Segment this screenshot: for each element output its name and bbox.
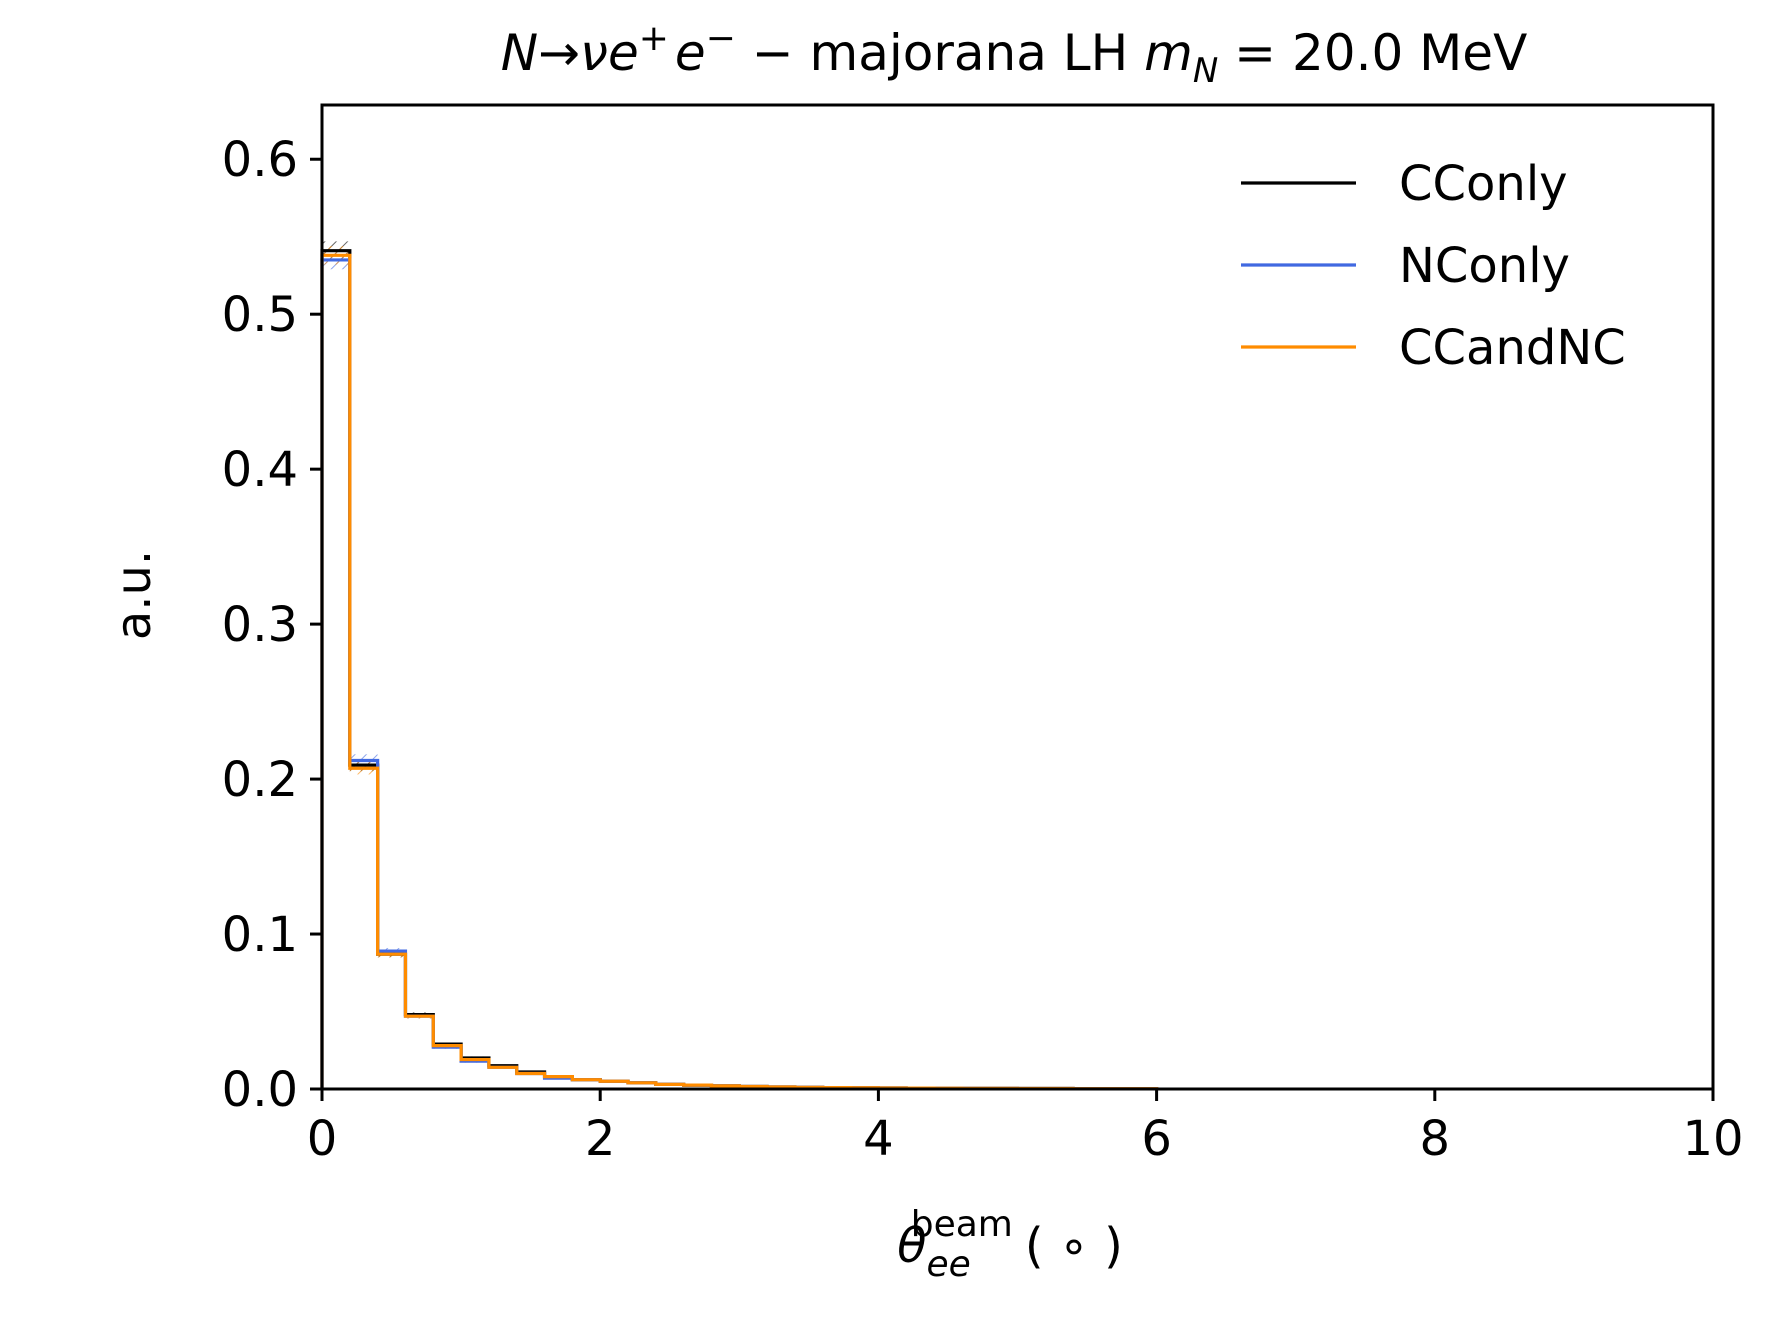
series-lines xyxy=(320,249,1159,1091)
x-tick-label: 10 xyxy=(1682,1111,1743,1167)
title-decay-electron: e xyxy=(675,24,706,82)
title-positron-sup: + xyxy=(639,18,669,59)
title-decay-positron: e xyxy=(608,24,639,82)
error-bands xyxy=(322,241,1157,1090)
cconly-legend-label: CConly xyxy=(1399,156,1568,212)
x-label-sup: beam xyxy=(911,1204,1013,1245)
y-tick-label: 0.6 xyxy=(222,132,298,188)
x-label-unit: ( ∘ ) xyxy=(1025,1218,1123,1274)
x-tick-label: 8 xyxy=(1420,1111,1451,1167)
title-decay-nu: ν xyxy=(580,24,608,82)
x-axis-ticks: 0 2 4 6 8 10 xyxy=(307,1089,1744,1167)
x-tick-label: 2 xyxy=(585,1111,616,1167)
ccandnc-series-line xyxy=(320,253,1159,1091)
nconly-series-line xyxy=(320,258,1159,1091)
title-electron-sup: − xyxy=(706,18,736,59)
title-decay-arrow: → xyxy=(538,24,580,82)
y-axis-label: a.u. xyxy=(106,550,162,640)
title-mass-value: = 20.0 MeV xyxy=(1218,24,1527,82)
x-label-theta: θ xyxy=(897,1218,926,1274)
title-decay-n: N xyxy=(501,24,538,82)
x-tick-label: 6 xyxy=(1141,1111,1172,1167)
y-tick-label: 0.5 xyxy=(222,287,298,343)
y-axis-ticks: 0.0 0.1 0.2 0.3 0.4 0.5 0.6 xyxy=(222,132,322,1118)
legend: CConly NConly CCandNC xyxy=(1241,156,1626,376)
ccandnc-legend-label: CCandNC xyxy=(1399,320,1626,376)
y-tick-label: 0.3 xyxy=(222,597,298,653)
title-mass-symbol: m xyxy=(1144,24,1193,82)
x-label-sub: ee xyxy=(926,1244,970,1285)
chart-title: N→νe+ e− − majorana LH mN = 20.0 MeV xyxy=(501,18,1528,91)
x-tick-label: 0 xyxy=(307,1111,338,1167)
y-tick-label: 0.0 xyxy=(222,1062,298,1118)
title-mass-sub: N xyxy=(1193,51,1218,91)
y-tick-label: 0.1 xyxy=(222,907,298,963)
x-axis-label: θeebeam ( ∘ ) xyxy=(897,1204,1123,1285)
x-tick-label: 4 xyxy=(863,1111,894,1167)
y-tick-label: 0.4 xyxy=(222,442,298,498)
title-middle: − majorana LH xyxy=(736,24,1144,82)
cconly-series-line xyxy=(320,249,1159,1091)
nconly-legend-label: NConly xyxy=(1399,238,1570,294)
plot-frame xyxy=(320,103,1715,1091)
y-tick-label: 0.2 xyxy=(222,752,298,808)
